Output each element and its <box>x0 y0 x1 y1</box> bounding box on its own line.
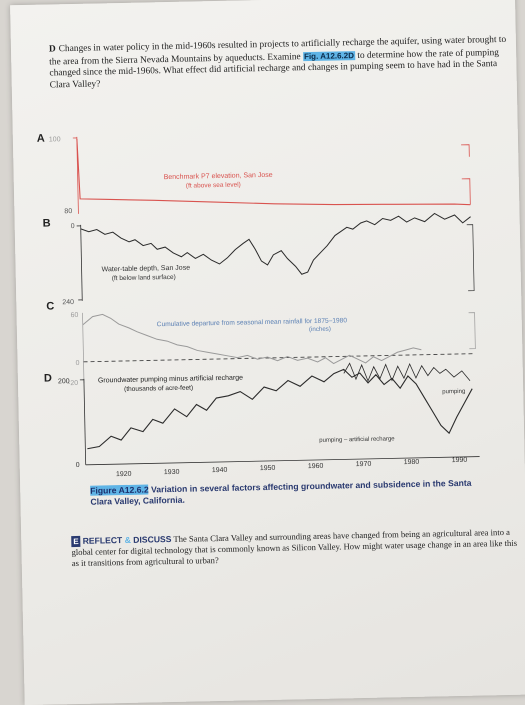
question-number: D <box>49 44 56 54</box>
x-tick-1920: 1920 <box>116 471 132 478</box>
panel-b-bracket <box>467 225 474 291</box>
panel-d-pumping-curve <box>344 361 470 384</box>
figure-chart: A B C D 100 80 Benchmark P7 elevation, S… <box>13 120 525 490</box>
panel-a-label-line2: (ft above sea level) <box>186 181 241 189</box>
x-tick-1950: 1950 <box>260 465 276 472</box>
panel-c-curve <box>83 308 422 369</box>
reflect-text: The Santa Clara Valley and surrounding a… <box>71 527 517 568</box>
panel-d-label-line1: Groundwater pumping minus artificial rec… <box>98 374 243 384</box>
panel-c-label-line2: (inches) <box>309 326 331 333</box>
panel-d-x-axis <box>86 457 480 465</box>
panel-d-axis-top: 200 <box>58 378 70 385</box>
panel-c-axis-top: 60 <box>70 312 78 319</box>
panel-d-axis <box>84 379 86 465</box>
panel-b-letter: B <box>43 217 51 229</box>
panel-b-axis-bottom: 240 <box>62 299 74 306</box>
caption-figure-id: Figure A12.6.2 <box>90 484 149 495</box>
panel-c-letter: C <box>46 300 54 312</box>
reflect-heading-word2: DISCUSS <box>133 534 171 545</box>
panel-a-axis-top: 100 <box>49 136 61 143</box>
x-tick-1990: 1990 <box>452 457 468 464</box>
panel-b-axis-top: 0 <box>71 223 75 230</box>
x-tick-1970: 1970 <box>356 461 372 468</box>
reflect-heading: REFLECT & DISCUSS <box>83 534 172 546</box>
x-tick-1960: 1960 <box>308 463 324 470</box>
figure-reference-highlight: Fig. A12.6.2D <box>303 51 355 61</box>
panel-d-letter: D <box>44 372 52 384</box>
x-tick-1930: 1930 <box>164 469 180 476</box>
panel-c-axis-mid: 0 <box>75 360 79 367</box>
panel-d-label-line2: (thousands of acre-feet) <box>124 385 193 393</box>
panel-b-label-line2: (ft below land surface) <box>112 274 176 282</box>
panel-a-bracket <box>461 145 470 205</box>
x-tick-1980: 1980 <box>404 459 420 466</box>
panel-d-label-net: pumping – artificial recharge <box>319 436 395 444</box>
panel-d-axis-bottom: 0 <box>76 462 80 469</box>
reflect-badge: E <box>71 536 81 547</box>
x-tick-1940: 1940 <box>212 467 228 474</box>
panel-a-curve <box>77 131 470 213</box>
panel-c-axis <box>83 313 84 383</box>
panel-c-bracket <box>469 313 476 349</box>
panel-a-letter: A <box>37 133 45 145</box>
reflect-heading-amp: & <box>125 535 131 545</box>
panel-d-label-pumping: pumping <box>442 389 465 395</box>
reflect-heading-word1: REFLECT <box>83 535 123 546</box>
x-axis-ticks: 1920 1930 1940 1950 1960 1970 1980 1990 <box>116 457 468 478</box>
panel-b-label-line1: Water-table depth, San Jose <box>102 265 191 274</box>
panel-b-axis <box>81 225 83 301</box>
panel-a-label-line1: Benchmark P7 elevation, San Jose <box>164 172 273 181</box>
panel-a-axis-bottom: 80 <box>64 208 72 215</box>
